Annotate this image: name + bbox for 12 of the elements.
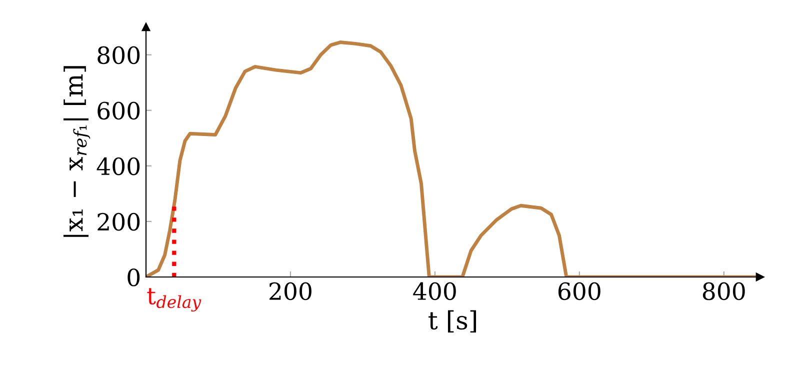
x-tick-label: 400: [413, 282, 456, 300]
y-tick-label: 800: [98, 46, 140, 64]
x-tick-label: 800: [702, 282, 745, 300]
y-tick-label: 0: [128, 268, 140, 286]
x-axis-title: t [s]: [428, 310, 476, 333]
y-tick-label: 200: [98, 212, 140, 231]
y-tick-label: 400: [96, 157, 140, 176]
ref-line-label: t$_{delay}$: [147, 288, 202, 312]
y-tick-label: 600: [98, 102, 140, 120]
y-axis-title: |x₁ − x$_{ref₁}$| [m]: [64, 66, 90, 237]
x-tick-label: 600: [558, 282, 600, 300]
x-tick-label: 200: [270, 282, 312, 300]
